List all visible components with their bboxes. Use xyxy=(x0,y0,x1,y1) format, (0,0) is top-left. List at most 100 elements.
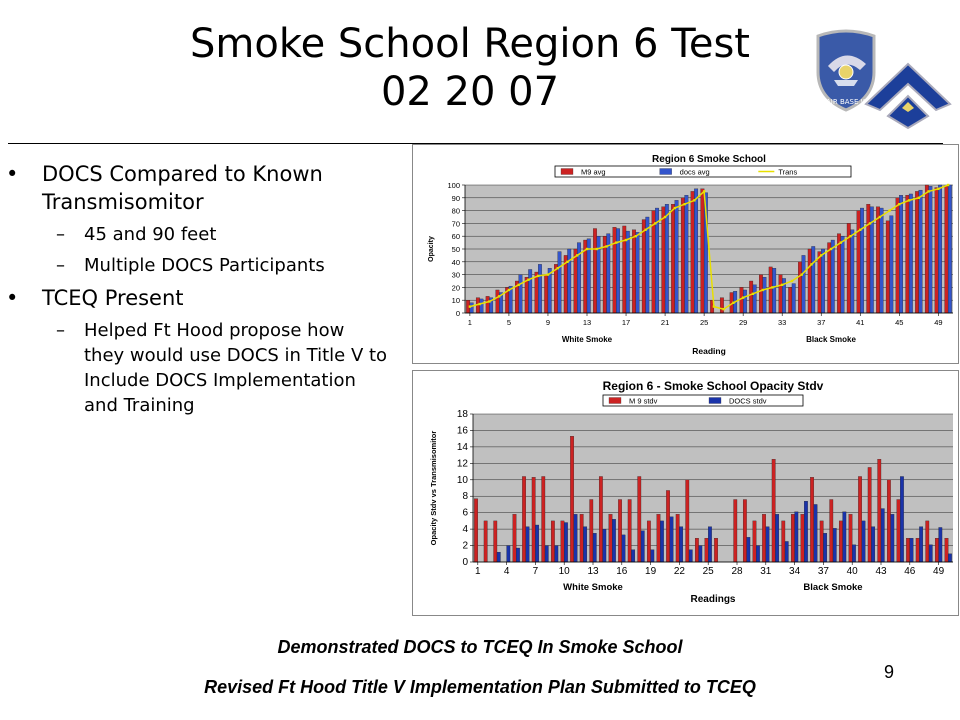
bar xyxy=(823,533,828,563)
line-point xyxy=(624,238,628,242)
line-point xyxy=(673,206,677,210)
legend-swatch xyxy=(659,168,672,175)
opacity-chart: Region 6 Smoke School M9 avg docs avg Trans… xyxy=(428,154,953,356)
bar xyxy=(867,467,872,563)
line-point xyxy=(615,241,618,244)
x-tick-label: 10 xyxy=(559,566,571,577)
x-tick-label: 37 xyxy=(817,318,825,327)
bar xyxy=(918,189,923,314)
bar xyxy=(877,459,882,563)
y-tick-label: 8 xyxy=(462,491,468,502)
opacity-chart-panel: Region 6 Smoke School M9 avg docs avg Trans… xyxy=(412,144,959,364)
bar xyxy=(889,215,894,314)
line-point xyxy=(478,302,481,306)
bar xyxy=(656,514,661,563)
y-tick-label: 30 xyxy=(452,271,460,280)
bar xyxy=(830,239,835,314)
bar xyxy=(538,264,542,314)
x-tick-label: 43 xyxy=(875,566,887,577)
stdv-chart: Region 6 - Smoke School Opacity Stdv M 9 … xyxy=(429,379,953,605)
line-point xyxy=(771,286,774,289)
bullet-marker: – xyxy=(56,255,65,276)
line-point xyxy=(898,203,901,206)
subbullet-45-90-feet: – 45 and 90 feet xyxy=(0,222,415,247)
y-tick-label: 10 xyxy=(452,296,460,305)
line-point xyxy=(585,247,589,251)
wing-shield-icon xyxy=(816,29,876,112)
line-point xyxy=(488,300,491,303)
line-point xyxy=(702,190,706,193)
bar xyxy=(518,274,523,314)
bar xyxy=(827,242,832,314)
bar xyxy=(944,186,949,314)
bar xyxy=(790,514,795,563)
bar xyxy=(496,551,501,563)
x-tick-label: 7 xyxy=(533,566,539,577)
bar xyxy=(608,514,613,563)
bar xyxy=(746,537,751,563)
bar xyxy=(573,514,578,563)
series-line xyxy=(469,184,949,311)
bar xyxy=(557,251,562,314)
legend-entry: Trans xyxy=(778,168,797,177)
legend-swatch xyxy=(608,397,622,404)
bar xyxy=(947,184,952,314)
bar xyxy=(908,193,913,314)
bullet-marker: • xyxy=(6,162,19,186)
bar xyxy=(618,499,622,563)
bar xyxy=(640,530,645,563)
bar xyxy=(674,200,679,314)
bullet-list: • DOCS Compared to Known Transmisomitor … xyxy=(0,160,415,424)
bar xyxy=(525,526,530,563)
group-label: White Smoke xyxy=(563,582,623,593)
line-point xyxy=(654,222,657,225)
legend-swatch xyxy=(560,168,574,175)
bar xyxy=(938,184,943,314)
bar xyxy=(632,229,636,314)
bar xyxy=(791,283,796,314)
line-point xyxy=(859,228,862,231)
line-point xyxy=(888,209,891,212)
legend-entry: M 9 stdv xyxy=(629,397,658,406)
bullet-marker: – xyxy=(56,224,65,245)
x-tick-label: 28 xyxy=(731,566,743,577)
line-point xyxy=(527,278,530,281)
subbullet-multiple-participants: – Multiple DOCS Participants xyxy=(0,253,415,278)
y-tick-label: 60 xyxy=(452,232,460,241)
x-tick-label: 5 xyxy=(507,318,511,327)
bar xyxy=(698,545,703,563)
bar xyxy=(948,553,952,563)
bar xyxy=(858,476,862,563)
bullet-text: Transmisomitor xyxy=(42,190,204,214)
bar xyxy=(544,545,549,563)
y-tick-label: 0 xyxy=(456,309,460,318)
bar xyxy=(535,524,540,563)
line-point xyxy=(937,187,940,191)
bar xyxy=(516,547,520,563)
y-tick-label: 18 xyxy=(457,409,469,420)
bar xyxy=(928,186,933,314)
subbullet-helped-ft-hood: – Helped Ft Hood propose how they would … xyxy=(0,318,415,418)
bullet-text: Multiple DOCS Participants xyxy=(84,255,325,276)
hap-arnold-wings-icon xyxy=(864,62,952,130)
bullet-marker: • xyxy=(6,286,19,310)
x-tick-label: 41 xyxy=(856,318,864,327)
bar xyxy=(781,520,786,563)
y-tick-label: 2 xyxy=(462,541,468,552)
bar xyxy=(821,248,825,314)
bar xyxy=(871,526,876,563)
x-tick-label: 25 xyxy=(703,566,715,577)
bar xyxy=(896,499,901,563)
x-tick-label: 17 xyxy=(622,318,630,327)
bar xyxy=(934,187,939,314)
y-tick-label: 40 xyxy=(452,258,460,267)
bar xyxy=(650,549,655,563)
bar xyxy=(798,261,802,314)
chart-legend xyxy=(602,394,804,407)
bar xyxy=(800,514,805,563)
bar xyxy=(495,289,500,314)
bar xyxy=(819,520,824,563)
air-force-logo: 75th AIR BASE WING xyxy=(808,29,952,130)
bar xyxy=(899,195,903,314)
bar xyxy=(944,538,949,563)
